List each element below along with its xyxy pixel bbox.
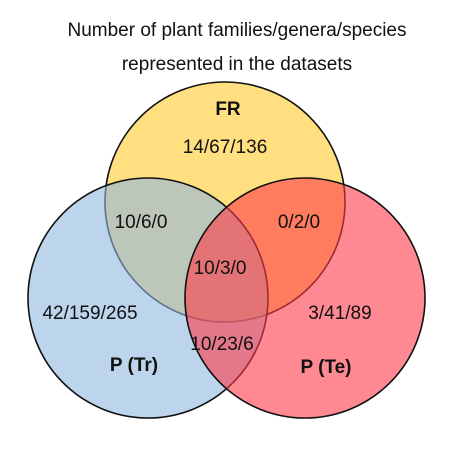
- region-label: 14/67/136: [183, 137, 268, 158]
- region-label: 10/6/0: [115, 212, 168, 233]
- set-circle: [184, 177, 426, 419]
- region-label: 10/3/0: [194, 258, 247, 279]
- title-line: represented in the datasets: [122, 54, 352, 75]
- title-line: Number of plant families/genera/species: [67, 20, 406, 41]
- set-label: P (Tr): [110, 355, 158, 376]
- region-label: 0/2/0: [278, 212, 320, 233]
- set-label: FR: [215, 99, 241, 120]
- region-label: 42/159/265: [42, 303, 137, 324]
- circles: [27, 81, 426, 419]
- set-label: P (Te): [300, 357, 351, 378]
- region-label: 3/41/89: [308, 303, 371, 324]
- region-label: 10/23/6: [190, 334, 253, 355]
